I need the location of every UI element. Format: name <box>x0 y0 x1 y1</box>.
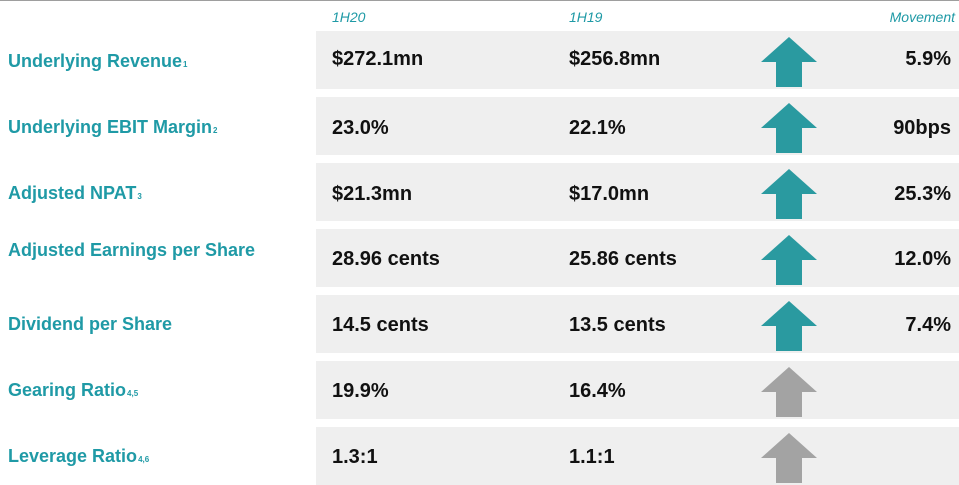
arrow-up-teal-icon <box>761 37 817 87</box>
arrow-up-teal-icon <box>761 169 817 219</box>
table-row: Underlying Revenue1 $272.1mn $256.8mn 5.… <box>0 31 959 89</box>
table-row: Leverage Ratio4,6 1.3:1 1.1:1 <box>0 427 959 485</box>
footnote-marker: 1 <box>183 60 188 69</box>
table-row: Underlying EBIT Margin2 23.0% 22.1% 90bp… <box>0 97 959 155</box>
row-label: Leverage Ratio4,6 <box>8 446 150 466</box>
current-value: 28.96 cents <box>332 248 440 270</box>
top-rule <box>0 0 959 1</box>
row-label: Adjusted Earnings per Share <box>8 240 256 260</box>
row-band <box>316 427 959 485</box>
current-value: 1.3:1 <box>332 446 378 468</box>
prior-value: 1.1:1 <box>569 446 615 468</box>
arrow-up-teal-icon <box>761 301 817 351</box>
table-row: Dividend per Share 14.5 cents 13.5 cents… <box>0 295 959 353</box>
movement-value: 7.4% <box>905 314 951 336</box>
movement-value: 5.9% <box>905 48 951 70</box>
row-band <box>316 31 959 89</box>
prior-value: 22.1% <box>569 117 626 139</box>
table-row: Adjusted NPAT3 $21.3mn $17.0mn 25.3% <box>0 163 959 221</box>
arrow-up-grey-icon <box>761 433 817 483</box>
row-label: Adjusted NPAT3 <box>8 183 142 203</box>
arrow-up-grey-icon <box>761 367 817 417</box>
movement-value: 25.3% <box>894 183 951 205</box>
row-label: Gearing Ratio4,5 <box>8 380 139 400</box>
footnote-marker: 2 <box>213 126 218 135</box>
prior-value: 25.86 cents <box>569 248 677 270</box>
header-movement: Movement <box>889 9 955 25</box>
header-prior-period: 1H19 <box>569 9 603 25</box>
movement-value: 90bps <box>893 117 951 139</box>
row-band <box>316 295 959 353</box>
row-label: Underlying Revenue1 <box>8 51 188 71</box>
row-band <box>316 163 959 221</box>
row-band <box>316 361 959 419</box>
table-row: Adjusted Earnings per Share 28.96 cents … <box>0 229 959 287</box>
movement-value: 12.0% <box>894 248 951 270</box>
current-value: 14.5 cents <box>332 314 429 336</box>
prior-value: 16.4% <box>569 380 626 402</box>
table-row: Gearing Ratio4,5 19.9% 16.4% <box>0 361 959 419</box>
row-label: Underlying EBIT Margin2 <box>8 117 218 137</box>
footnote-marker: 3 <box>137 192 142 201</box>
footnote-marker: 4,6 <box>138 455 150 464</box>
prior-value: $256.8mn <box>569 48 661 70</box>
prior-value: $17.0mn <box>569 183 650 205</box>
row-label: Dividend per Share <box>8 314 173 334</box>
prior-value: 13.5 cents <box>569 314 666 336</box>
current-value: $272.1mn <box>332 48 424 70</box>
current-value: 23.0% <box>332 117 389 139</box>
arrow-up-teal-icon <box>761 235 817 285</box>
arrow-up-teal-icon <box>761 103 817 153</box>
row-band <box>316 229 959 287</box>
current-value: 19.9% <box>332 380 389 402</box>
footnote-marker: 4,5 <box>127 389 139 398</box>
header-current-period: 1H20 <box>332 9 366 25</box>
current-value: $21.3mn <box>332 183 413 205</box>
row-band <box>316 97 959 155</box>
